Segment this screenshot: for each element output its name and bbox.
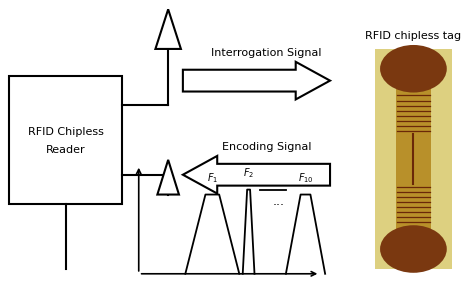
Text: $F_2$: $F_2$ xyxy=(243,166,254,180)
Bar xyxy=(396,69,431,249)
Text: $F_1$: $F_1$ xyxy=(207,171,218,185)
Text: RFID chipless tag: RFID chipless tag xyxy=(365,31,462,41)
Polygon shape xyxy=(157,160,179,195)
Text: $F_{10}$: $F_{10}$ xyxy=(298,171,313,185)
Polygon shape xyxy=(183,156,330,194)
Text: Encoding Signal: Encoding Signal xyxy=(221,142,311,152)
Polygon shape xyxy=(183,62,330,99)
Text: Interrogation Signal: Interrogation Signal xyxy=(211,48,321,58)
Text: ...: ... xyxy=(273,195,285,207)
Bar xyxy=(396,184,431,225)
Bar xyxy=(375,49,452,269)
Text: Reader: Reader xyxy=(46,145,85,155)
Bar xyxy=(396,93,431,134)
Bar xyxy=(9,76,122,205)
Text: RFID Chipless: RFID Chipless xyxy=(27,127,104,137)
Polygon shape xyxy=(155,9,181,49)
Ellipse shape xyxy=(380,225,447,273)
Ellipse shape xyxy=(380,45,447,93)
